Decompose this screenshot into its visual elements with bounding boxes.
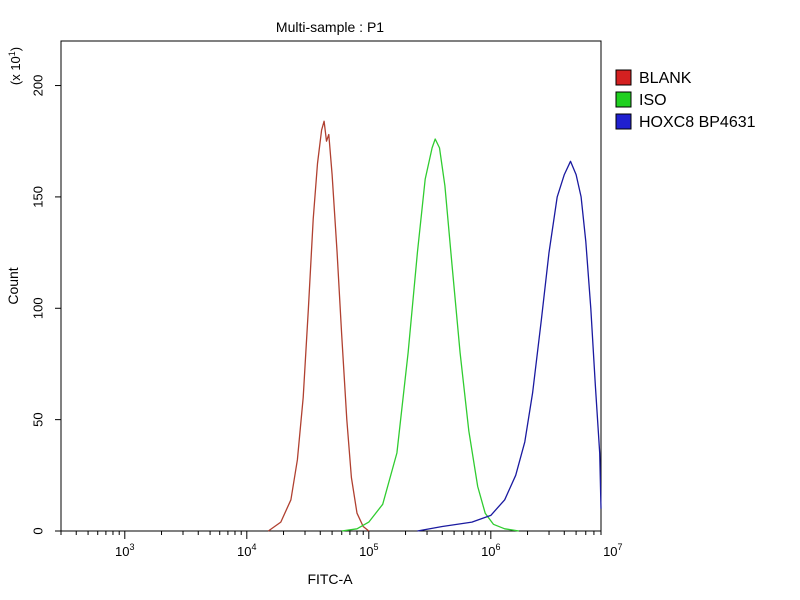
- x-tick-exp: 4: [252, 542, 257, 552]
- legend-swatch: [615, 91, 632, 108]
- legend: BLANK ISO HOXC8 BP4631: [615, 69, 756, 131]
- y-axis-label: Count: [5, 267, 21, 304]
- y-tick-label: 150: [30, 186, 45, 208]
- y-tick-label: 0: [30, 527, 45, 534]
- x-tick-label: 104: [237, 542, 256, 559]
- series-line-hoxc8-bp4631: [417, 160, 602, 532]
- y-tick-label: 100: [30, 297, 45, 319]
- y-multiplier-exp: 1: [7, 51, 17, 56]
- x-tick-exp: 3: [130, 542, 135, 552]
- x-tick-base: 10: [237, 544, 251, 559]
- x-tick-exp: 6: [496, 542, 501, 552]
- legend-label: BLANK: [639, 70, 692, 87]
- x-tick-base: 10: [603, 544, 617, 559]
- x-tick-label: 106: [481, 542, 500, 559]
- series-line-blank: [267, 120, 370, 532]
- legend-label: ISO: [639, 92, 667, 109]
- legend-swatch: [615, 69, 632, 86]
- series-layer: [267, 120, 602, 532]
- y-tick-label: 200: [30, 75, 45, 97]
- y-multiplier-base: (x 10: [8, 56, 23, 85]
- chart-title: Multi-sample : P1: [276, 19, 384, 35]
- x-tick-base: 10: [115, 544, 129, 559]
- legend-label: HOXC8 BP4631: [639, 114, 756, 131]
- plot-frame: [60, 40, 602, 532]
- x-tick-label: 103: [115, 542, 134, 559]
- y-tick-label: 50: [30, 412, 45, 426]
- x-tick-base: 10: [359, 544, 373, 559]
- x-axis-label: FITC-A: [307, 571, 353, 587]
- x-tick-label: 105: [359, 542, 378, 559]
- x-tick-exp: 5: [374, 542, 379, 552]
- y-multiplier-close: ): [8, 47, 23, 51]
- y-axis: 0 50 100 150 200: [30, 75, 61, 535]
- x-tick-base: 10: [481, 544, 495, 559]
- x-tick-exp: 7: [618, 542, 623, 552]
- series-line-iso: [341, 138, 519, 532]
- x-tick-label: 107: [603, 542, 622, 559]
- y-multiplier-label: (x 101): [7, 47, 23, 85]
- legend-swatch: [615, 113, 632, 130]
- x-axis: 103 104 105 106 107: [60, 531, 623, 559]
